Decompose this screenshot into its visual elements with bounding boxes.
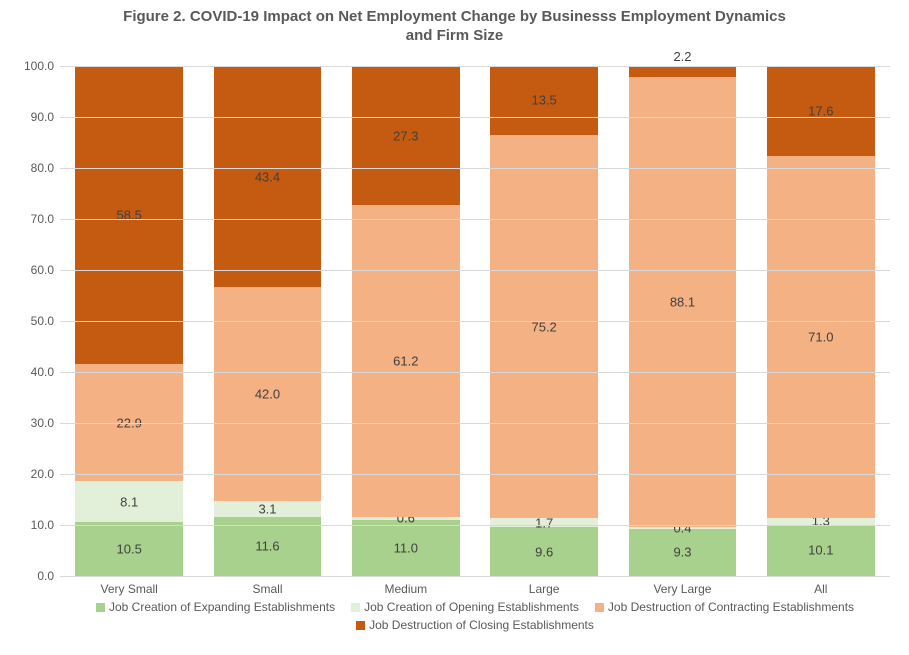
bar-segment-contracting: 88.1 bbox=[629, 77, 737, 526]
legend-label: Job Creation of Opening Establishments bbox=[364, 600, 579, 614]
grid-line bbox=[60, 423, 890, 424]
y-axis-label: 70.0 bbox=[31, 212, 54, 226]
legend-swatch bbox=[351, 603, 360, 612]
data-label: 11.0 bbox=[352, 540, 460, 555]
data-label: 13.5 bbox=[490, 93, 598, 108]
plot-area: 10.58.122.958.5Very Small11.63.142.043.4… bbox=[60, 66, 890, 576]
data-label: 88.1 bbox=[629, 294, 737, 309]
bar-segment-expanding: 9.3 bbox=[629, 529, 737, 576]
data-label: 27.3 bbox=[352, 128, 460, 143]
bar-segment-closing: 2.2 bbox=[629, 66, 737, 77]
bar-segment-closing: 27.3 bbox=[352, 66, 460, 205]
legend-item: Job Destruction of Closing Establishment… bbox=[356, 618, 594, 632]
data-label: 10.5 bbox=[75, 542, 183, 557]
data-label: 9.3 bbox=[629, 545, 737, 560]
y-axis-label: 40.0 bbox=[31, 365, 54, 379]
y-axis-label: 50.0 bbox=[31, 314, 54, 328]
bar-segment-contracting: 71.0 bbox=[767, 156, 875, 518]
chart-container: Figure 2. COVID-19 Impact on Net Employm… bbox=[0, 0, 909, 655]
grid-line bbox=[60, 117, 890, 118]
chart-title-line2: and Firm Size bbox=[0, 27, 909, 46]
y-axis-label: 20.0 bbox=[31, 467, 54, 481]
bar-segment-expanding: 10.1 bbox=[767, 525, 875, 577]
bar-segment-opening: 0.4 bbox=[629, 527, 737, 529]
bar-segment-closing: 58.5 bbox=[75, 66, 183, 364]
y-axis-label: 0.0 bbox=[37, 569, 54, 583]
y-axis-label: 90.0 bbox=[31, 110, 54, 124]
y-axis-label: 100.0 bbox=[24, 59, 54, 73]
bar-segment-closing: 13.5 bbox=[490, 66, 598, 135]
legend-item: Job Creation of Opening Establishments bbox=[351, 600, 579, 614]
legend: Job Creation of Expanding Establishments… bbox=[60, 600, 890, 632]
bar-segment-closing: 17.6 bbox=[767, 66, 875, 156]
bar-segment-opening: 0.6 bbox=[352, 517, 460, 520]
chart-title-line1: Figure 2. COVID-19 Impact on Net Employm… bbox=[0, 8, 909, 27]
grid-line bbox=[60, 372, 890, 373]
x-axis-label: All bbox=[814, 582, 827, 596]
legend-swatch bbox=[356, 621, 365, 630]
y-axis-label: 10.0 bbox=[31, 518, 54, 532]
bar-segment-contracting: 61.2 bbox=[352, 205, 460, 517]
grid-line bbox=[60, 576, 890, 577]
legend-label: Job Destruction of Closing Establishment… bbox=[369, 618, 594, 632]
x-axis-label: Medium bbox=[384, 582, 427, 596]
x-axis-label: Large bbox=[529, 582, 560, 596]
data-label: 58.5 bbox=[75, 208, 183, 223]
data-label: 10.1 bbox=[767, 543, 875, 558]
data-label: 11.6 bbox=[214, 539, 322, 554]
legend-swatch bbox=[595, 603, 604, 612]
grid-line bbox=[60, 66, 890, 67]
data-label: 43.4 bbox=[214, 169, 322, 184]
legend-swatch bbox=[96, 603, 105, 612]
bar-segment-expanding: 10.5 bbox=[75, 522, 183, 576]
grid-line bbox=[60, 525, 890, 526]
bar-segment-closing: 43.4 bbox=[214, 66, 322, 287]
data-label: 42.0 bbox=[214, 387, 322, 402]
data-label: 8.1 bbox=[75, 494, 183, 509]
bar-segment-opening: 1.3 bbox=[767, 518, 875, 525]
grid-line bbox=[60, 168, 890, 169]
data-label: 3.1 bbox=[214, 502, 322, 517]
data-label: 2.2 bbox=[629, 49, 737, 64]
bar-segment-expanding: 9.6 bbox=[490, 527, 598, 576]
bar-segment-contracting: 42.0 bbox=[214, 287, 322, 501]
data-label: 9.6 bbox=[490, 544, 598, 559]
bar-segment-opening: 3.1 bbox=[214, 501, 322, 517]
y-axis-label: 80.0 bbox=[31, 161, 54, 175]
x-axis-label: Very Small bbox=[100, 582, 157, 596]
legend-item: Job Destruction of Contracting Establish… bbox=[595, 600, 854, 614]
x-axis-label: Small bbox=[252, 582, 282, 596]
grid-line bbox=[60, 474, 890, 475]
legend-label: Job Creation of Expanding Establishments bbox=[109, 600, 335, 614]
data-label: 71.0 bbox=[767, 329, 875, 344]
data-label: 61.2 bbox=[352, 353, 460, 368]
y-axis-label: 30.0 bbox=[31, 416, 54, 430]
grid-line bbox=[60, 321, 890, 322]
x-axis-label: Very Large bbox=[653, 582, 711, 596]
bar-segment-contracting: 75.2 bbox=[490, 135, 598, 519]
bar-segment-expanding: 11.0 bbox=[352, 520, 460, 576]
bar-segment-opening: 8.1 bbox=[75, 481, 183, 522]
grid-line bbox=[60, 270, 890, 271]
chart-title: Figure 2. COVID-19 Impact on Net Employm… bbox=[0, 0, 909, 46]
legend-item: Job Creation of Expanding Establishments bbox=[96, 600, 335, 614]
legend-label: Job Destruction of Contracting Establish… bbox=[608, 600, 854, 614]
y-axis-label: 60.0 bbox=[31, 263, 54, 277]
grid-line bbox=[60, 219, 890, 220]
